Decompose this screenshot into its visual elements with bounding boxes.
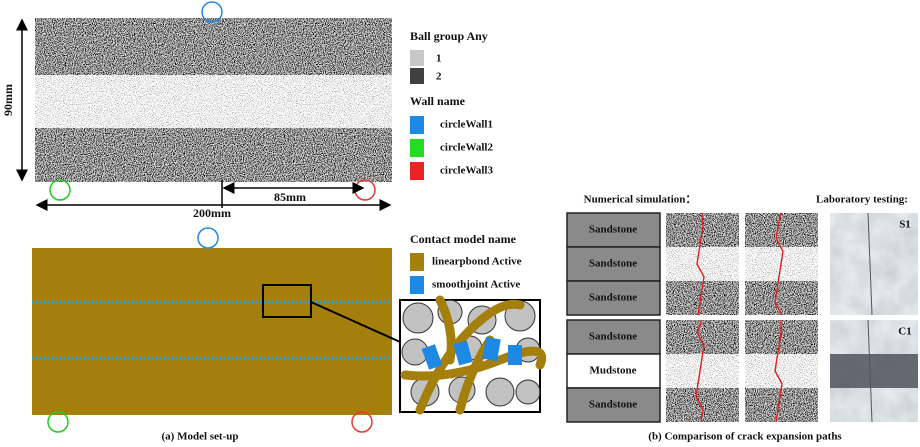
wall-1 [201,1,223,23]
layer-box [566,353,661,389]
legend-label: smoothjoint Active [432,279,520,291]
crack [774,320,783,423]
specimen-label: C1 [898,326,911,338]
legend-swatch [410,116,424,134]
layer-label: Sandstone [589,258,637,270]
caption: (b) Comparison of crack expansion paths [648,431,842,443]
sim-band [745,388,818,422]
caption: (a) Model set-up [162,431,239,443]
specimen-label: S1 [899,219,911,231]
lab-crack [867,319,873,423]
legend-title: Contact model name [410,232,517,246]
header: Numerical simulation： [584,194,697,206]
zoom-box [262,284,312,318]
layer-label: Sandstone [589,292,637,304]
layer-label: Mudstone [589,365,636,377]
legend-title: Wall name [410,94,466,108]
wall-2 [47,411,69,433]
legend-label: 1 [436,53,442,65]
wall-3 [354,179,376,201]
header: Laboratory testing: [816,194,908,206]
legend-swatch [410,276,424,294]
lab-photo [830,213,918,315]
legend-swatch [410,50,424,66]
width-label: 200mm [193,206,231,220]
layer-label: Sandstone [589,399,637,411]
sim-band [666,354,739,388]
sim-band [745,213,818,247]
crack [696,212,705,316]
sim-band [745,281,818,315]
wall-3 [351,411,373,433]
layer-box [566,387,661,423]
wall-2 [49,179,71,201]
ball-model [35,18,392,182]
layer-box [566,246,661,282]
comparison: Sandstone Sandstone Sandstone S1 Sandstone Mu… [566,212,918,423]
contact-model [32,248,392,415]
crack [695,319,705,423]
crack [774,212,784,316]
layer-box [566,212,661,248]
wall-1 [197,227,219,249]
legend-swatch [410,253,424,271]
height-label: 90mm [1,84,15,116]
layer-label: Sandstone [589,224,637,236]
legend-label: linearpbond Active [432,256,522,268]
legend-swatch [410,139,424,157]
legend-label: circleWall2 [440,142,493,154]
legend-label: circleWall3 [440,165,493,177]
legend-swatch [410,162,424,180]
sim-band [666,320,739,354]
lab-crack [867,212,873,316]
span-label: 85mm [274,190,306,204]
zoom-inset [399,295,546,415]
sim-band [666,247,739,281]
lab-mudstone [830,354,918,388]
legend-label: circleWall1 [440,119,493,131]
layer-label: Sandstone [589,331,637,343]
legend-label: 2 [436,71,442,83]
legend-swatch [410,68,424,84]
legend-title: Ball group Any [410,29,488,43]
layer-box [566,280,661,316]
